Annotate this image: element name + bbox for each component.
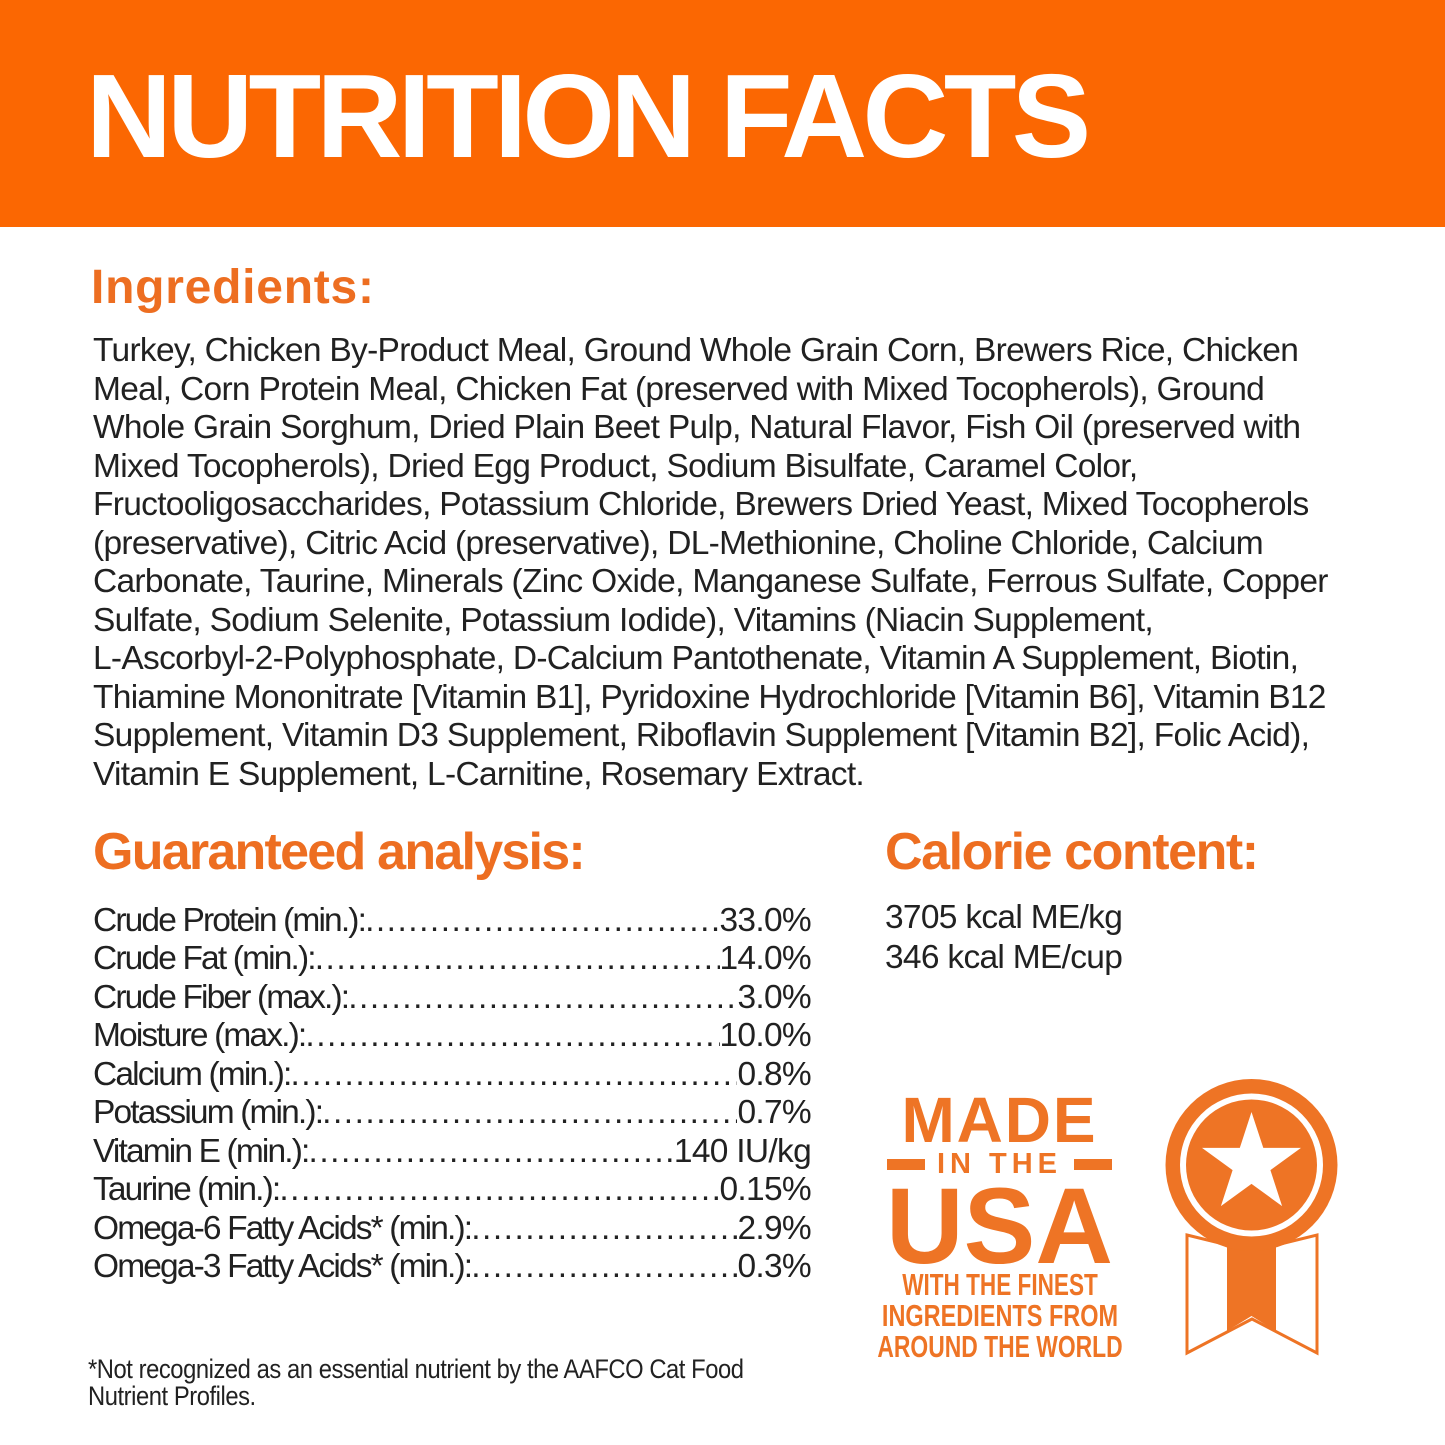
medal-star-ribbon-icon	[1165, 1079, 1338, 1356]
analysis-label: Calcium (min.):	[93, 1055, 292, 1093]
calorie-content-heading: Calorie content:	[885, 823, 1259, 881]
analysis-label: Omega-3 Fatty Acids* (min.):	[93, 1248, 473, 1285]
analysis-label: Crude Fiber (max.):	[93, 978, 350, 1016]
dash-icon	[886, 1159, 925, 1171]
analysis-row: Omega-3 Fatty Acids* (min.): ...........…	[93, 1248, 812, 1287]
analysis-value: 14.0%	[719, 940, 812, 977]
analysis-row: Omega-6 Fatty Acids* (min.): ...........…	[93, 1209, 812, 1249]
made-in-usa-line-in-the: IN THE	[859, 1150, 1140, 1179]
analysis-row: Moisture (max.): .......................…	[93, 1017, 812, 1056]
made-in-usa-line-made: MADE	[901, 1083, 1098, 1156]
page-title: NUTRITION FACTS	[86, 50, 1091, 183]
analysis-label: Moisture (max.):	[93, 1017, 307, 1054]
analysis-value: 10.0%	[719, 1017, 812, 1054]
made-in-usa-tagline: WITH THE FINEST INGREDIENTS FROM AROUND …	[859, 1267, 1140, 1365]
analysis-row: Crude Fiber (max.): ....................…	[93, 978, 812, 1018]
dot-leader: ........................................…	[322, 1094, 737, 1131]
analysis-row: Vitamin E (min.): ......................…	[93, 1132, 812, 1172]
analysis-row: Potassium (min.): ......................…	[93, 1094, 812, 1133]
dot-leader: ........................................…	[471, 1209, 737, 1247]
analysis-value: 0.15%	[719, 1171, 812, 1208]
dot-leader: ........................................…	[308, 1132, 674, 1170]
analysis-value: 0.3%	[737, 1248, 811, 1285]
tagline-line: INGREDIENTS FROM	[881, 1299, 1118, 1334]
tagline-line: AROUND THE WORLD	[876, 1330, 1123, 1365]
dash-icon	[1074, 1159, 1113, 1171]
analysis-row: Crude Fat (min.): ......................…	[93, 940, 812, 979]
dot-leader: ........................................…	[279, 1171, 719, 1208]
ingredients-heading: Ingredients:	[91, 260, 375, 314]
dot-leader: ........................................…	[348, 978, 738, 1016]
guaranteed-analysis-heading: Guaranteed analysis:	[93, 823, 586, 881]
dot-leader: ........................................…	[365, 901, 720, 939]
analysis-label: Crude Protein (min.):	[93, 901, 367, 939]
analysis-value: 33.0%	[719, 901, 812, 939]
dot-leader: ........................................…	[305, 1017, 719, 1054]
footnote: *Not recognized as an essential nutrient…	[88, 1353, 744, 1412]
calorie-content-values: 3705 kcal ME/kg 346 kcal ME/cup	[885, 899, 1123, 977]
in-the-text: IN THE	[936, 1148, 1063, 1181]
analysis-value: 0.8%	[737, 1055, 811, 1093]
made-in-usa-line-usa: USA	[886, 1165, 1113, 1286]
ingredients-text: Turkey, Chicken By-Product Meal, Ground …	[93, 332, 1328, 793]
analysis-row: Calcium (min.): ........................…	[93, 1055, 812, 1095]
analysis-value: 3.0%	[737, 978, 811, 1016]
tagline-line: WITH THE FINEST	[901, 1267, 1098, 1302]
dot-leader: ........................................…	[314, 940, 720, 977]
header-banner: NUTRITION FACTS	[0, 0, 1445, 227]
dot-leader: ........................................…	[471, 1248, 737, 1285]
dot-leader: ........................................…	[290, 1055, 737, 1093]
analysis-value: 140 IU/kg	[673, 1132, 812, 1170]
analysis-label: Taurine (min.):	[93, 1171, 281, 1208]
analysis-label: Potassium (min.):	[93, 1094, 324, 1131]
analysis-label: Omega-6 Fatty Acids* (min.):	[93, 1209, 473, 1247]
analysis-label: Crude Fat (min.):	[93, 940, 317, 977]
star-icon	[1202, 1112, 1301, 1207]
analysis-row: Taurine (min.): ........................…	[93, 1171, 812, 1210]
guaranteed-analysis-table: Crude Protein (min.): ..................…	[93, 901, 812, 1287]
analysis-row: Crude Protein (min.): ..................…	[93, 901, 812, 941]
analysis-label: Vitamin E (min.):	[93, 1132, 310, 1170]
analysis-value: 2.9%	[737, 1209, 811, 1247]
analysis-value: 0.7%	[737, 1094, 811, 1131]
